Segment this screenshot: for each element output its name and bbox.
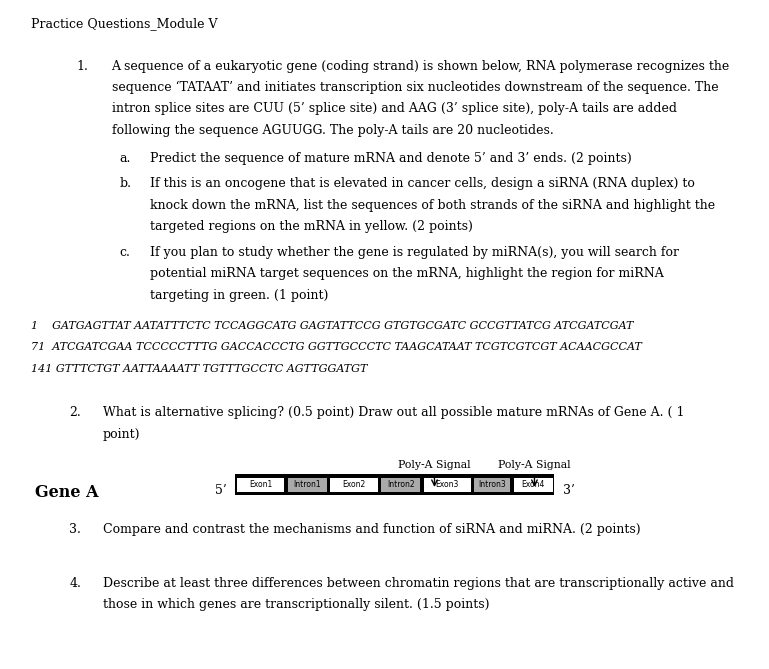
Text: If you plan to study whether the gene is regulated by miRNA(s), you will search : If you plan to study whether the gene is… [150, 246, 679, 259]
Text: those in which genes are transcriptionally silent. (1.5 points): those in which genes are transcriptional… [103, 598, 490, 611]
Text: 141 GTTTCTGT AATTAAAATT TGTTTGCCTC AGTTGGATGT: 141 GTTTCTGT AATTAAAATT TGTTTGCCTC AGTTG… [31, 363, 367, 373]
Text: 3’: 3’ [563, 484, 574, 498]
Text: A sequence of a eukaryotic gene (coding strand) is shown below, RNA polymerase r: A sequence of a eukaryotic gene (coding … [112, 60, 730, 72]
Bar [474, 477, 511, 492]
Bar [329, 477, 378, 492]
Text: Intron3: Intron3 [478, 480, 506, 489]
Text: 4.: 4. [69, 577, 81, 589]
Text: If this is an oncogene that is elevated in cancer cells, design a siRNA (RNA dup: If this is an oncogene that is elevated … [150, 177, 695, 190]
Text: Intron2: Intron2 [387, 480, 414, 489]
Text: Compare and contrast the mechanisms and function of siRNA and miRNA. (2 points): Compare and contrast the mechanisms and … [103, 523, 641, 536]
Text: c.: c. [119, 246, 130, 259]
Text: b.: b. [119, 177, 131, 190]
Text: 71  ATCGATCGAA TCCCCCTTTG GACCACCCTG GGTTGCCCTC TAAGCATAAT TCGTCGTCGT ACAACGCCAT: 71 ATCGATCGAA TCCCCCTTTG GACCACCCTG GGTT… [31, 342, 641, 352]
Text: 1.: 1. [77, 60, 88, 72]
Text: What is alternative splicing? (0.5 point) Draw out all possible mature mRNAs of : What is alternative splicing? (0.5 point… [103, 406, 684, 419]
Text: Poly-A Signal: Poly-A Signal [498, 460, 571, 470]
Text: a.: a. [119, 152, 131, 165]
Text: following the sequence AGUUGG. The poly-A tails are 20 nucleotides.: following the sequence AGUUGG. The poly-… [112, 124, 553, 136]
Text: Exon1: Exon1 [249, 480, 272, 489]
Text: 5’: 5’ [215, 484, 227, 498]
Text: targeted regions on the mRNA in yellow. (2 points): targeted regions on the mRNA in yellow. … [150, 220, 473, 233]
Text: 3.: 3. [69, 523, 81, 536]
Text: Intron1: Intron1 [294, 480, 321, 489]
Text: targeting in green. (1 point): targeting in green. (1 point) [150, 288, 328, 302]
Text: Poly-A Signal: Poly-A Signal [398, 460, 471, 470]
Text: potential miRNA target sequences on the mRNA, highlight the region for miRNA: potential miRNA target sequences on the … [150, 267, 664, 280]
Bar [513, 477, 553, 492]
Text: 1    GATGAGTTAT AATATTTCTC TCCAGGCATG GAGTATTCCG GTGTGCGATC GCCGTTATCG ATCGATCGA: 1 GATGAGTTAT AATATTTCTC TCCAGGCATG GAGTA… [31, 320, 633, 330]
Text: Predict the sequence of mature mRNA and denote 5’ and 3’ ends. (2 points): Predict the sequence of mature mRNA and … [150, 152, 631, 165]
Text: Exon4: Exon4 [521, 480, 544, 489]
Text: point): point) [103, 427, 141, 441]
Bar [380, 477, 421, 492]
Text: sequence ‘TATAAT’ and initiates transcription six nucleotides downstream of the : sequence ‘TATAAT’ and initiates transcri… [112, 81, 718, 94]
Text: Describe at least three differences between chromatin regions that are transcrip: Describe at least three differences betw… [103, 577, 734, 589]
Bar [287, 477, 327, 492]
Text: intron splice sites are CUU (5’ splice site) and AAG (3’ splice site), poly-A ta: intron splice sites are CUU (5’ splice s… [112, 102, 677, 115]
Text: Exon3: Exon3 [435, 480, 459, 489]
Text: Gene A: Gene A [35, 484, 98, 502]
Bar [423, 477, 471, 492]
Text: Practice Questions_Module V: Practice Questions_Module V [31, 17, 218, 29]
Text: Exon2: Exon2 [342, 480, 365, 489]
Bar [235, 474, 554, 494]
Bar [236, 477, 285, 492]
Text: 2.: 2. [69, 406, 81, 419]
Text: knock down the mRNA, list the sequences of both strands of the siRNA and highlig: knock down the mRNA, list the sequences … [150, 199, 715, 211]
